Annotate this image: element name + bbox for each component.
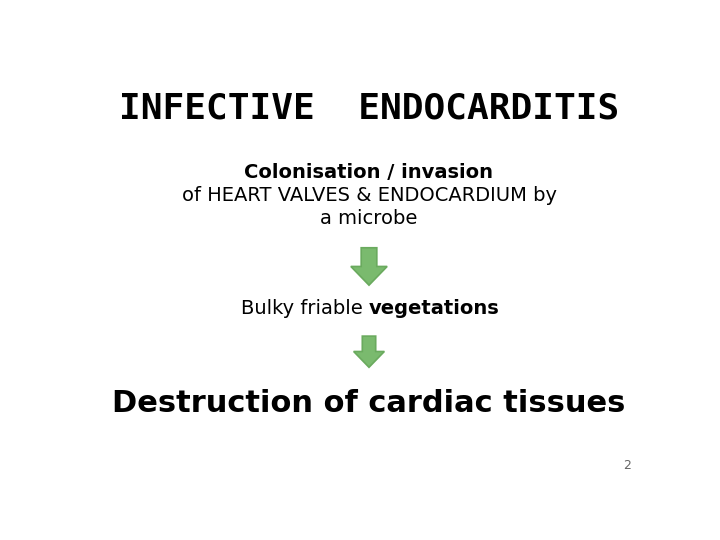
Text: a microbe: a microbe [320,209,418,228]
Text: 2: 2 [624,460,631,472]
Text: vegetations: vegetations [369,299,500,318]
Text: Destruction of cardiac tissues: Destruction of cardiac tissues [112,389,626,418]
Text: INFECTIVE  ENDOCARDITIS: INFECTIVE ENDOCARDITIS [119,91,619,125]
Text: Colonisation / invasion: Colonisation / invasion [245,164,493,183]
Polygon shape [351,248,387,285]
Text: of HEART VALVES & ENDOCARDIUM by: of HEART VALVES & ENDOCARDIUM by [181,186,557,205]
Text: Bulky friable: Bulky friable [241,299,369,318]
Polygon shape [354,336,384,367]
